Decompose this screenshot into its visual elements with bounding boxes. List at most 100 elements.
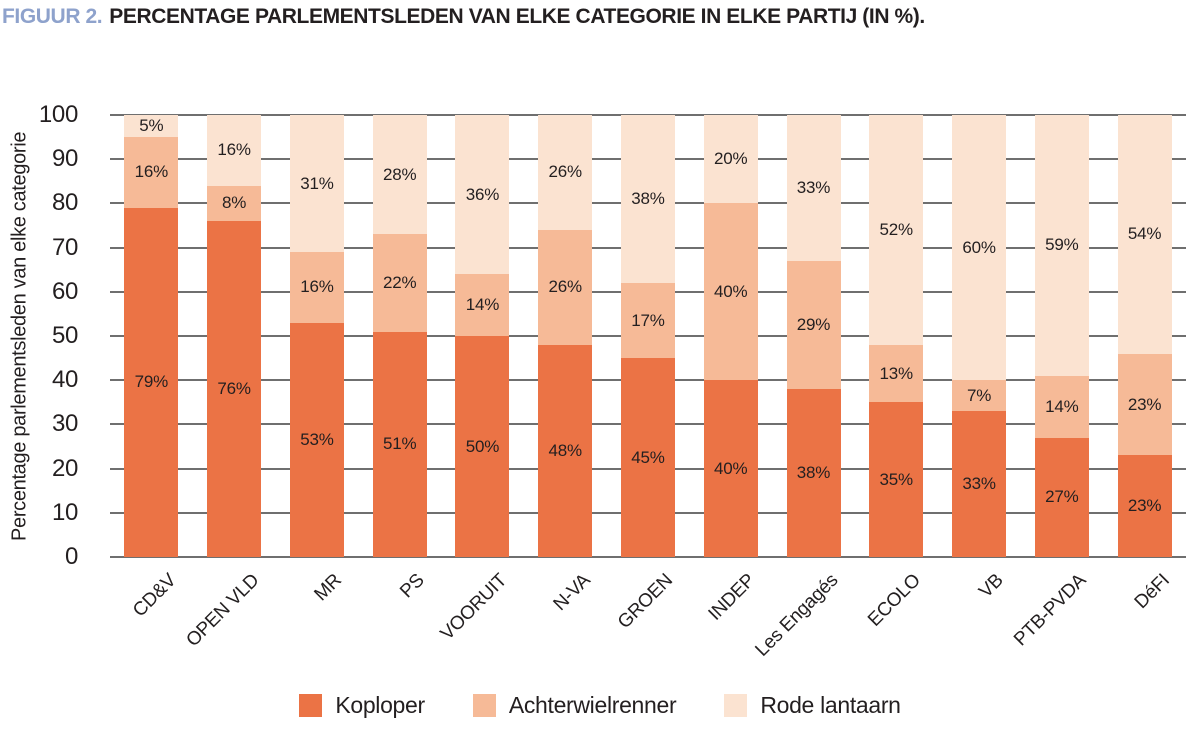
bar-segment-koploper: 50%	[455, 336, 510, 557]
bar-segment-rode-lantaarn: 28%	[372, 115, 427, 235]
figure-title: FIGUUR 2. PERCENTAGE PARLEMENTSLEDEN VAN …	[2, 5, 925, 29]
bar-segment-value-label: 36%	[465, 184, 500, 204]
y-tick-label: 100	[38, 101, 78, 128]
bar-segment-rode-lantaarn: 52%	[869, 115, 924, 345]
x-category-label: GROEN	[613, 570, 677, 633]
bar-segment-value-label: 33%	[962, 474, 996, 494]
bar-segment-value-label: 54%	[1127, 224, 1162, 244]
bar-segment-achterwielrenner: 13%	[869, 344, 924, 403]
bar-segment-rode-lantaarn: 16%	[207, 115, 262, 186]
bar-segment-achterwielrenner: 14%	[455, 274, 510, 336]
bar-segment-achterwielrenner: 22%	[372, 234, 427, 332]
bar-ps: 51% 22% 28%	[372, 115, 427, 557]
bar-segment-value-label: 50%	[465, 436, 500, 456]
bar-segment-value-label: 23%	[1127, 496, 1162, 516]
bar-segment-koploper: 33%	[952, 411, 1007, 557]
bar-segment-rode-lantaarn: 5%	[124, 115, 179, 138]
bar-segment-koploper: 45%	[620, 358, 675, 557]
y-tick-label: 50	[51, 322, 78, 349]
bar-segment-value-label: 13%	[879, 363, 914, 383]
bar-segment-koploper: 79%	[124, 207, 179, 557]
x-category-label: Les Engagés	[751, 570, 843, 661]
bar-segment-value-label: 23%	[1127, 394, 1162, 414]
bar-segment-koploper: 76%	[207, 221, 262, 557]
figure-title-text: PERCENTAGE PARLEMENTSLEDEN VAN ELKE CATE…	[109, 5, 925, 28]
y-tick-label: 90	[51, 145, 78, 173]
bar-segment-value-label: 31%	[300, 173, 334, 193]
bar-segment-value-label: 22%	[382, 272, 417, 292]
bar-segment-value-label: 33%	[796, 177, 831, 197]
bar-segment-rode-lantaarn: 26%	[538, 115, 593, 230]
bar-n-va: 48% 26% 26%	[538, 115, 593, 557]
bar-segment-achterwielrenner: 8%	[207, 185, 262, 222]
bar-segment-koploper: 48%	[538, 344, 593, 557]
y-tick-label: 30	[51, 410, 78, 438]
bar-segment-value-label: 48%	[548, 440, 582, 460]
bar-ecolo: 35% 13% 52%	[869, 115, 924, 557]
bar-segment-value-label: 16%	[300, 277, 334, 297]
bar-segment-rode-lantaarn: 54%	[1117, 115, 1172, 354]
bar-segment-value-label: 40%	[714, 458, 748, 478]
bar-segment-value-label: 20%	[714, 149, 748, 169]
bar-segment-value-label: 38%	[796, 463, 831, 483]
bar-segment-value-label: 26%	[548, 277, 582, 297]
legend-item-koploper: Koploper	[299, 692, 425, 719]
bar-segment-koploper: 23%	[1117, 455, 1172, 557]
bar-segment-koploper: 38%	[786, 389, 841, 557]
bar-segment-achterwielrenner: 40%	[703, 203, 758, 381]
x-category-label: DéFI	[1130, 570, 1174, 614]
y-tick-label: 40	[51, 366, 78, 394]
bar-segment-koploper: 40%	[703, 380, 758, 557]
bar-segment-value-label: 59%	[1045, 235, 1079, 255]
bar-vb: 33% 7% 60%	[952, 115, 1007, 557]
bar-segment-achterwielrenner: 16%	[289, 252, 344, 323]
bar-open-vld: 76% 8% 16%	[207, 115, 262, 557]
x-category-label: VB	[975, 570, 1008, 603]
y-tick-label: 60	[51, 277, 78, 305]
bar-segment-rode-lantaarn: 60%	[952, 115, 1007, 381]
bar-segment-rode-lantaarn: 59%	[1034, 115, 1089, 376]
bar-segment-value-label: 17%	[631, 310, 665, 330]
bar-segment-value-label: 45%	[631, 447, 665, 467]
bar-segment-koploper: 27%	[1034, 437, 1089, 557]
bar-segment-value-label: 16%	[134, 162, 169, 182]
bar-les-engag-s: 38% 29% 33%	[786, 115, 841, 557]
bar-segment-value-label: 7%	[966, 385, 992, 405]
y-tick-label: 20	[51, 454, 78, 482]
x-category-label: MR	[310, 570, 346, 606]
legend-swatch	[472, 694, 496, 717]
x-category-label: INDEP	[704, 570, 760, 625]
legend-swatch	[299, 694, 323, 717]
bar-segment-value-label: 35%	[879, 469, 914, 489]
bar-segment-value-label: 51%	[382, 434, 417, 454]
bar-vooruit: 50% 14% 36%	[455, 115, 510, 557]
bar-segment-value-label: 79%	[134, 372, 169, 392]
bar-segment-value-label: 14%	[1045, 396, 1079, 416]
chart-legend: Koploper Achterwielrenner Rode lantaarn	[0, 692, 1200, 719]
bar-segment-rode-lantaarn: 33%	[786, 115, 841, 261]
bar-segment-achterwielrenner: 14%	[1034, 375, 1089, 438]
bar-segment-achterwielrenner: 23%	[1117, 353, 1172, 456]
bar-segment-value-label: 27%	[1045, 487, 1079, 507]
bar-segment-achterwielrenner: 16%	[124, 137, 179, 208]
x-category-label: ECOLO	[864, 570, 926, 631]
bars-layer: 79% 16% 5% 76% 8% 16% 53% 16% 31% 51% 22% 28% 50% 14%…	[110, 115, 1186, 557]
bar-segment-value-label: 8%	[222, 193, 247, 213]
bar-segment-value-label: 26%	[548, 162, 582, 182]
bar-segment-value-label: 76%	[217, 379, 251, 399]
grid-line	[110, 556, 1186, 558]
bar-segment-rode-lantaarn: 36%	[455, 115, 510, 275]
legend-label: Achterwielrenner	[508, 692, 677, 718]
bar-indep: 40% 40% 20%	[703, 115, 758, 557]
bar-segment-value-label: 5%	[139, 116, 164, 136]
y-tick-label: 10	[51, 498, 78, 526]
bar-segment-value-label: 14%	[465, 295, 500, 315]
bar-segment-koploper: 53%	[289, 322, 344, 557]
bar-segment-value-label: 53%	[300, 429, 334, 449]
bar-segment-achterwielrenner: 29%	[786, 260, 841, 390]
x-axis-category-labels: CD&V OPEN VLD MR PS VOORUIT N-VA GROEN INDEP Les…	[110, 566, 1186, 696]
bar-groen: 45% 17% 38%	[620, 115, 675, 557]
bar-cd-v: 79% 16% 5%	[124, 115, 179, 557]
bar-segment-achterwielrenner: 26%	[538, 229, 593, 345]
bar-segment-rode-lantaarn: 38%	[620, 115, 675, 283]
